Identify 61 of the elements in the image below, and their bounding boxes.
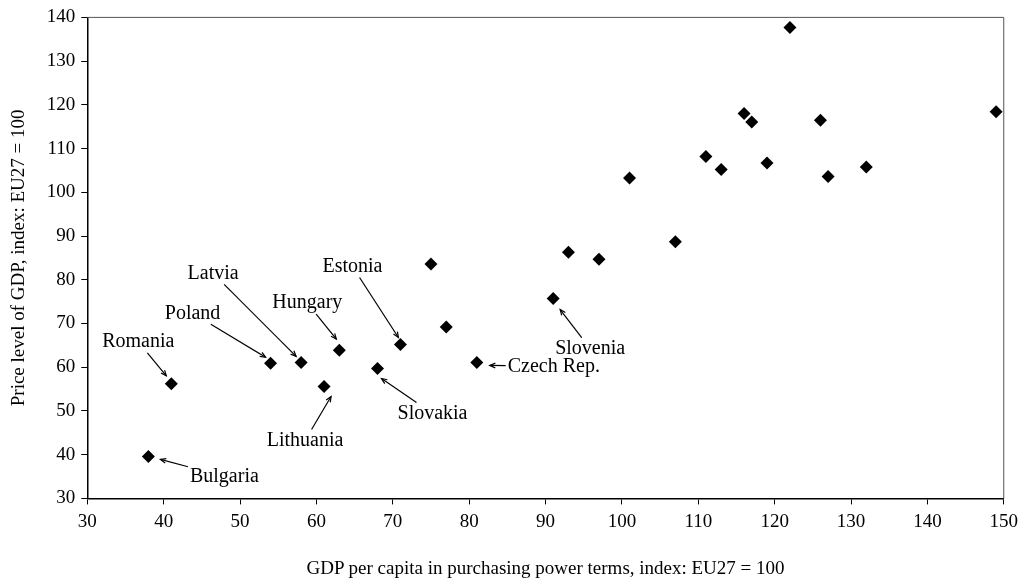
- x-tick-label: 150: [989, 509, 1018, 531]
- point: [821, 170, 835, 184]
- annotation: Slovakia: [397, 400, 468, 423]
- point: [141, 449, 155, 463]
- point: [623, 171, 637, 185]
- point: [164, 377, 178, 391]
- y-tick-label: 120: [46, 92, 76, 114]
- x-tick-label: 40: [154, 509, 174, 531]
- x-tick-label: 110: [684, 509, 713, 531]
- point: [561, 245, 575, 259]
- x-tick-label: 50: [230, 509, 250, 531]
- annotation: Estonia: [322, 253, 383, 276]
- y-tick-label: 30: [56, 486, 76, 508]
- point: [332, 343, 346, 357]
- y-tick-label: 80: [56, 267, 76, 289]
- point: [745, 115, 759, 129]
- x-tick-label: 80: [459, 509, 479, 531]
- point: [859, 160, 873, 174]
- x-tick-label: 130: [836, 509, 866, 531]
- y-tick-label: 60: [56, 355, 76, 377]
- y-tick-label: 40: [56, 442, 76, 464]
- point: [668, 235, 682, 249]
- point: [424, 257, 438, 271]
- x-tick-label: 30: [77, 509, 97, 531]
- annotation: Poland: [164, 300, 221, 323]
- y-tick-label: 140: [46, 5, 76, 27]
- x-tick-label: 90: [536, 509, 556, 531]
- point: [783, 20, 797, 34]
- annotation: Hungary: [272, 290, 343, 314]
- point: [989, 105, 1003, 119]
- point: [760, 156, 774, 170]
- y-tick-label: 90: [56, 224, 76, 246]
- y-tick-label: 50: [56, 398, 76, 420]
- point: [592, 252, 606, 266]
- annotation: Bulgaria: [189, 463, 259, 487]
- point: [393, 337, 407, 351]
- point: [371, 362, 385, 376]
- y-axis-title: Price level of GDP, index: EU27 = 100: [7, 109, 29, 407]
- point: [439, 320, 453, 334]
- y-tick-label: 70: [56, 311, 76, 333]
- x-tick-label: 140: [913, 509, 942, 531]
- point: [714, 163, 728, 177]
- y-tick-label: 100: [46, 180, 76, 202]
- y-tick-label: 110: [47, 136, 76, 158]
- x-tick-label: 100: [607, 509, 637, 531]
- x-tick-label: 60: [306, 509, 326, 531]
- x-tick-label: 70: [383, 509, 403, 531]
- y-tick-label: 130: [46, 49, 76, 71]
- annotation: Romania: [102, 329, 175, 352]
- point: [470, 355, 484, 369]
- point: [294, 355, 308, 369]
- annotation: Latvia: [187, 260, 239, 283]
- x-tick-label: 120: [760, 509, 789, 531]
- annotation: Lithuania: [266, 427, 344, 450]
- point: [737, 107, 751, 121]
- point: [546, 292, 560, 306]
- point: [317, 379, 331, 393]
- point: [813, 113, 827, 127]
- point: [264, 356, 278, 370]
- x-axis-title: GDP per capita in purchasing power terms, index: EU27 = 100: [306, 556, 785, 578]
- point: [699, 149, 713, 163]
